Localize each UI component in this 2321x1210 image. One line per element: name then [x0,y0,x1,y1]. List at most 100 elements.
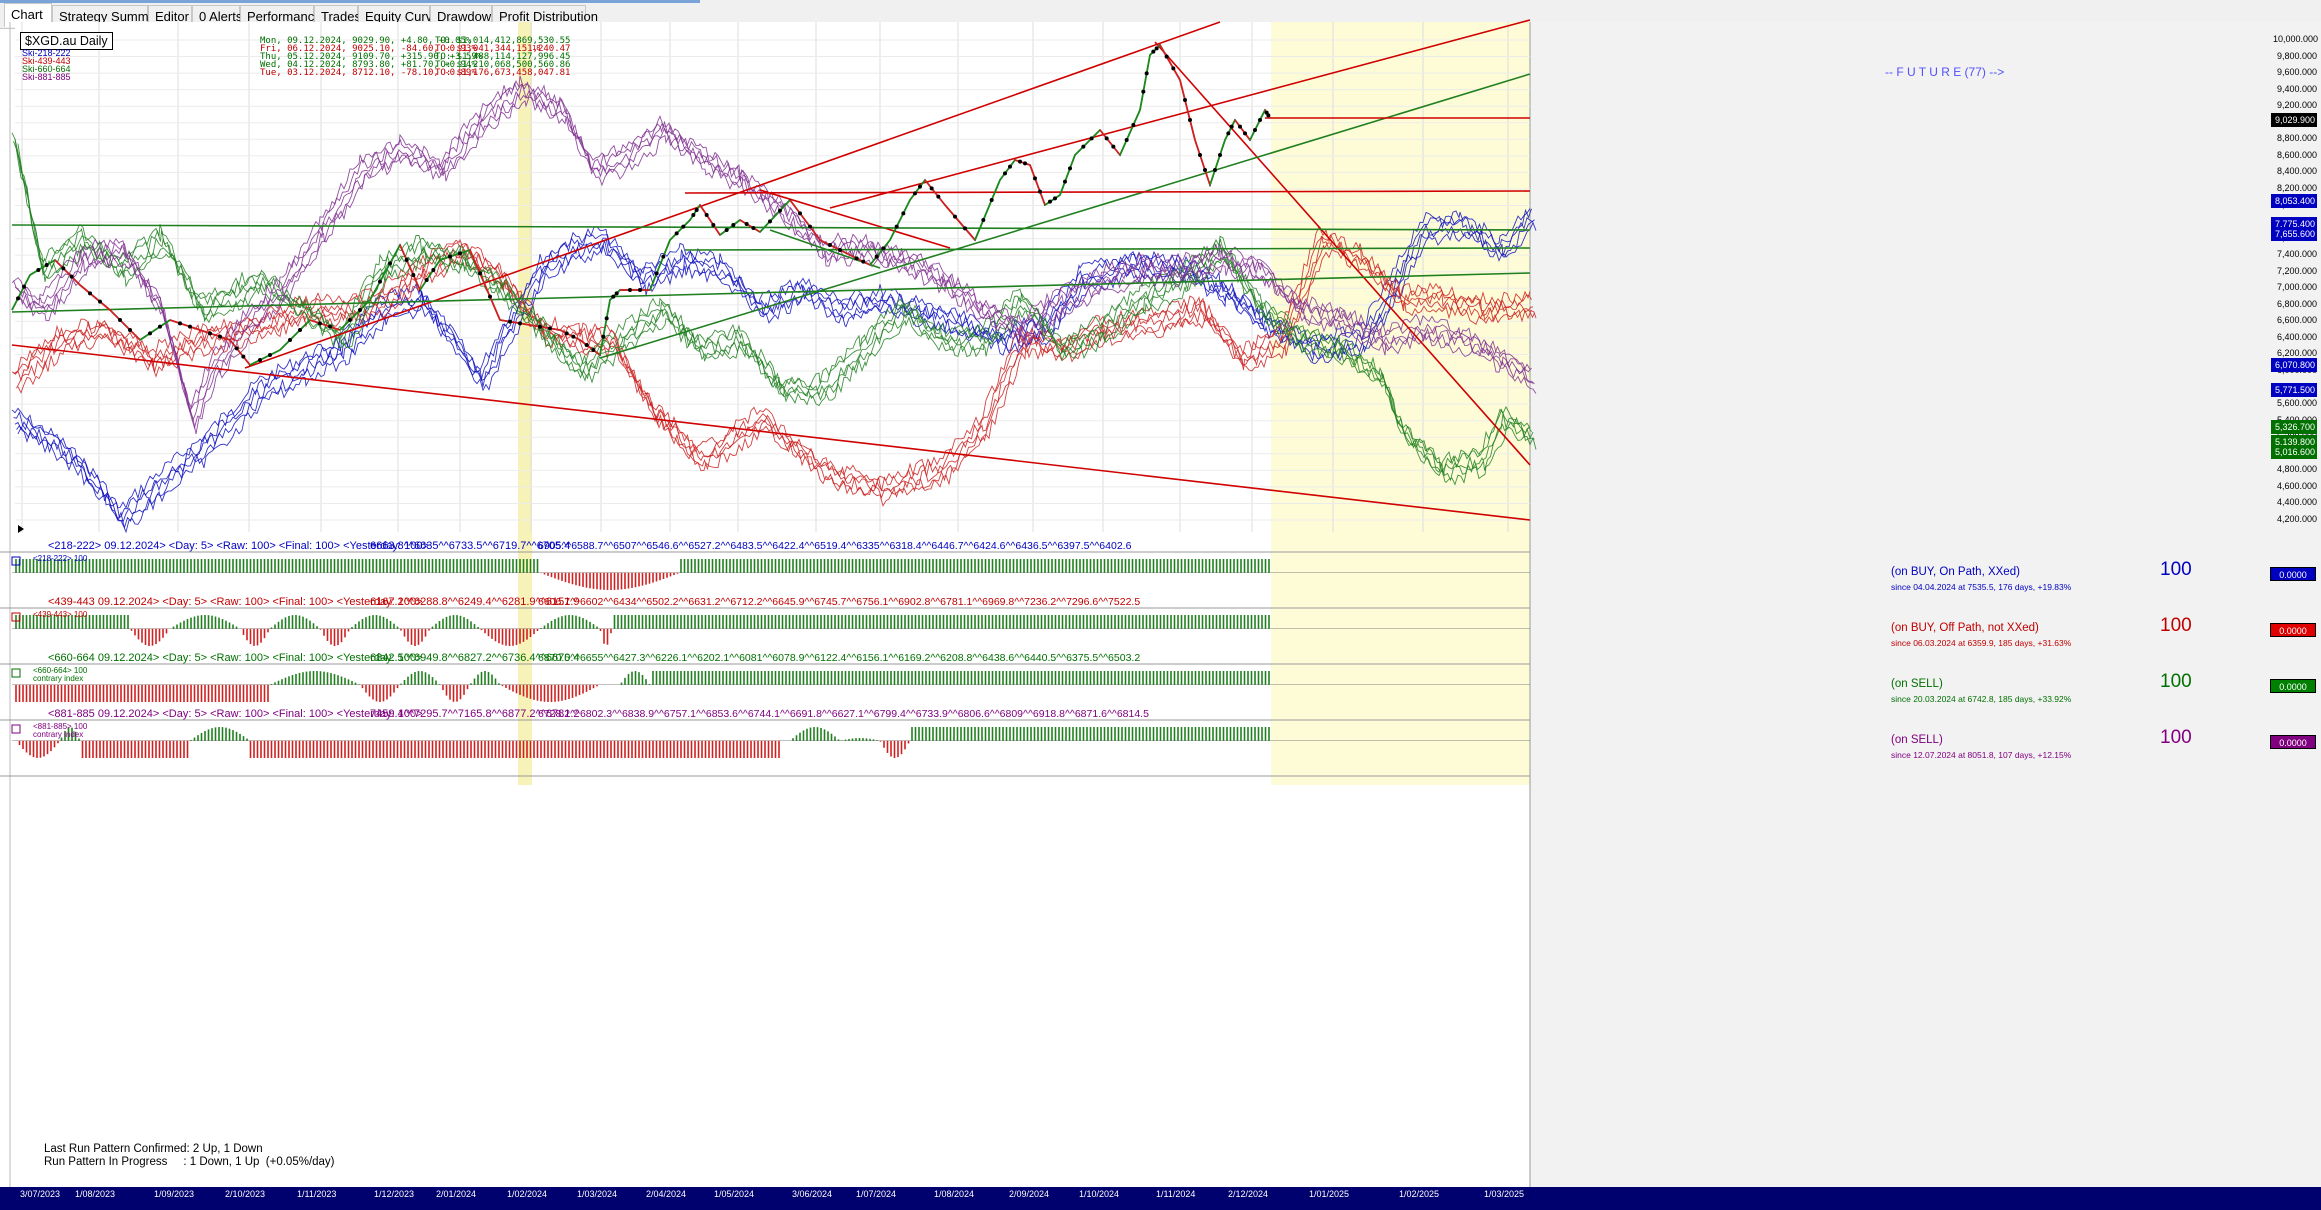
price-tag: 9,029.900 [2271,113,2317,128]
y-tick-label: 5,400.000 [2273,415,2321,425]
turnover: TO: $1,488,114,127,996.45 [435,52,571,62]
tab-trades[interactable]: Trades [314,5,361,27]
tab-drawdown[interactable]: Drawdown [430,5,498,27]
panel-tag: <218-222> 100 [33,554,88,563]
legend-item: Ski-881-885 [22,72,71,82]
date-label: 2/04/2024 [646,1189,687,1199]
header-row: Mon, 09.12.2024, 9029.90, +4.80, +0.05% [260,36,472,46]
future-label: -- F U T U R E (77) --> [1885,65,2005,79]
date-label: 1/07/2024 [856,1189,897,1199]
panel-values-a: 6167.2^^6288.8^^6249.4^^6281.9^^6151.9 [370,596,580,608]
panel-sub: contrary index [33,730,84,739]
header-row: Thu, 05.12.2024, 9109.70, +315.90, +3.59… [260,52,483,62]
turnover: TO: $1,210,068,500,560.86 [435,60,571,70]
panel-values-b: 6606.7^^6602^^6434^^6502.2^^6631.2^^6712… [538,596,1141,608]
y-tick-label: 8,600.000 [2276,149,2317,160]
panel-score: 100 [2160,727,2192,748]
date-label: 1/11/2023 [297,1189,337,1199]
panel-score: 100 [2160,671,2192,692]
tab-editor[interactable]: Editor [148,5,192,27]
date-label: 1/02/2025 [1399,1189,1440,1199]
price-tag: 5,016.600 [2271,445,2317,460]
tab-alerts[interactable]: 0 Alerts [192,5,242,27]
date-label: 1/03/2024 [577,1189,618,1199]
date-label: 1/11/2024 [1156,1189,1196,1199]
panel-value-box: 0.0000 [2270,567,2316,581]
panel-signal: (on SELL) [1891,678,1943,690]
date-label: 2/01/2024 [436,1189,477,1199]
tab-strategy-summary[interactable]: Strategy Summary [52,5,167,27]
tab-performance[interactable]: Performance [240,5,321,27]
price-tag: 7,655.600 [2271,227,2317,242]
panel-signal: (on SELL) [1891,734,1943,746]
panel-values-b: 6870.5^^6655^^6427.3^^6226.1^^6202.1^^60… [538,652,1141,664]
price-tag: 5,771.500 [2271,382,2317,397]
y-tick-label: 9,600.000 [2276,67,2317,78]
panel-tag: <439-443> 100 [33,610,88,619]
y-tick-label: 4,800.000 [2276,464,2317,475]
panel-values-a: 6842.5^^6949.8^^6827.2^^6736.4^^6670.4 [370,652,580,664]
panel-signal: (on BUY, On Path, XXed) [1891,566,2020,578]
turnover-tag: 18 [532,44,541,52]
y-tick-label: 7,400.000 [2276,249,2317,260]
y-tick-label: 6,600.000 [2276,315,2317,326]
y-tick-label: 6,400.000 [2276,331,2317,342]
y-tick-label: 7,000.000 [2276,282,2317,293]
y-tick-label: 4,200.000 [2276,514,2317,524]
legend-item: Ski-439-443 [22,56,71,66]
y-tick-label: 9,400.000 [2276,83,2317,94]
panel-label: <881-885 09.12.2024> <Day: 5> <Raw: 100>… [48,708,423,720]
y-tick-label: 4,400.000 [2276,497,2317,508]
y-tick-label: 8,400.000 [2276,166,2317,177]
panel-since: since 04.04.2024 at 7535.5, 176 days, +1… [1891,582,2072,592]
panel-values-a: 6663.8^^6635^^6733.5^^6719.7^^6705.4 [370,540,571,552]
panel-value-box: 0.0000 [2270,735,2316,749]
date-label: 3/07/2023 [20,1189,61,1199]
panel-signal: (on BUY, Off Path, not XXed) [1891,622,2039,634]
price-tag: 5,326.700 [2271,419,2317,434]
panel-sub: contrary index [33,674,84,683]
date-label: 1/10/2024 [1079,1189,1120,1199]
y-tick-label: 8,800.000 [2276,133,2317,144]
y-tick-label: 5,600.000 [2276,398,2317,409]
y-tick-label: 4,600.000 [2276,480,2317,491]
date-label: 1/08/2024 [934,1189,975,1199]
turnover: TO: $1,176,673,458,047.81 [435,68,571,78]
date-label: 1/02/2024 [507,1189,548,1199]
panel-value-box: 0.0000 [2270,623,2316,637]
panel-label: <218-222> 09.12.2024> <Day: 5> <Raw: 100… [48,540,429,552]
turnover: TO: $1,041,344,151,240.47 [435,44,571,54]
date-label: 2/10/2023 [225,1189,266,1199]
y-tick-label: 6,200.000 [2276,348,2317,359]
panel-values-b: 6728.2^^6802.3^^6838.9^^6757.1^^6853.6^^… [538,708,1149,720]
panel-since: since 20.03.2024 at 6742.8, 185 days, +3… [1891,694,2072,704]
turnover: TO: $1,014,412,869,530.55 [435,36,571,46]
y-tick-label: 9,800.000 [2276,50,2317,61]
y-tick-label: 7,200.000 [2276,265,2317,276]
y-tick-label: 6,800.000 [2276,298,2317,309]
price-tag: 6,070.800 [2271,358,2317,373]
header-row: Fri, 06.12.2024, 9025.10, -84.60, -0.93% [260,44,477,54]
panel-value-box: 0.0000 [2270,679,2316,693]
legend-item: Ski-660-664 [22,64,71,74]
date-label: 1/03/2025 [1484,1189,1525,1199]
date-axis-bg [0,1187,2321,1210]
panel-since: since 06.03.2024 at 6359.9, 185 days, +3… [1891,638,2072,648]
tab-equity-curve[interactable]: Equity Curve [358,5,439,27]
panel-values-a: 7459.4^^7295.7^^7165.8^^6877.2^^6781.2 [370,708,580,720]
symbol-label: $XGD.au Daily [20,32,113,50]
tab-profit-distribution[interactable]: Profit Distribution [492,5,598,27]
panel-label: <660-664 09.12.2024> <Day: 5> <Raw: 100>… [48,652,423,664]
date-label: 2/09/2024 [1009,1189,1050,1199]
date-label: 1/01/2025 [1309,1189,1350,1199]
panel-label: <439-443 09.12.2024> <Day: 5> <Raw: 100>… [48,596,423,608]
panel-tag: <660-664> 100 [33,666,88,675]
date-label: 1/08/2023 [75,1189,116,1199]
panel-tag: <881-885> 100 [33,722,88,731]
date-label: 1/05/2024 [714,1189,755,1199]
legend-item: Ski-218-222 [22,48,71,58]
panel-since: since 12.07.2024 at 8051.8, 107 days, +1… [1891,750,2072,760]
y-tick-label: 9,200.000 [2276,100,2317,111]
date-label: 3/06/2024 [792,1189,833,1199]
